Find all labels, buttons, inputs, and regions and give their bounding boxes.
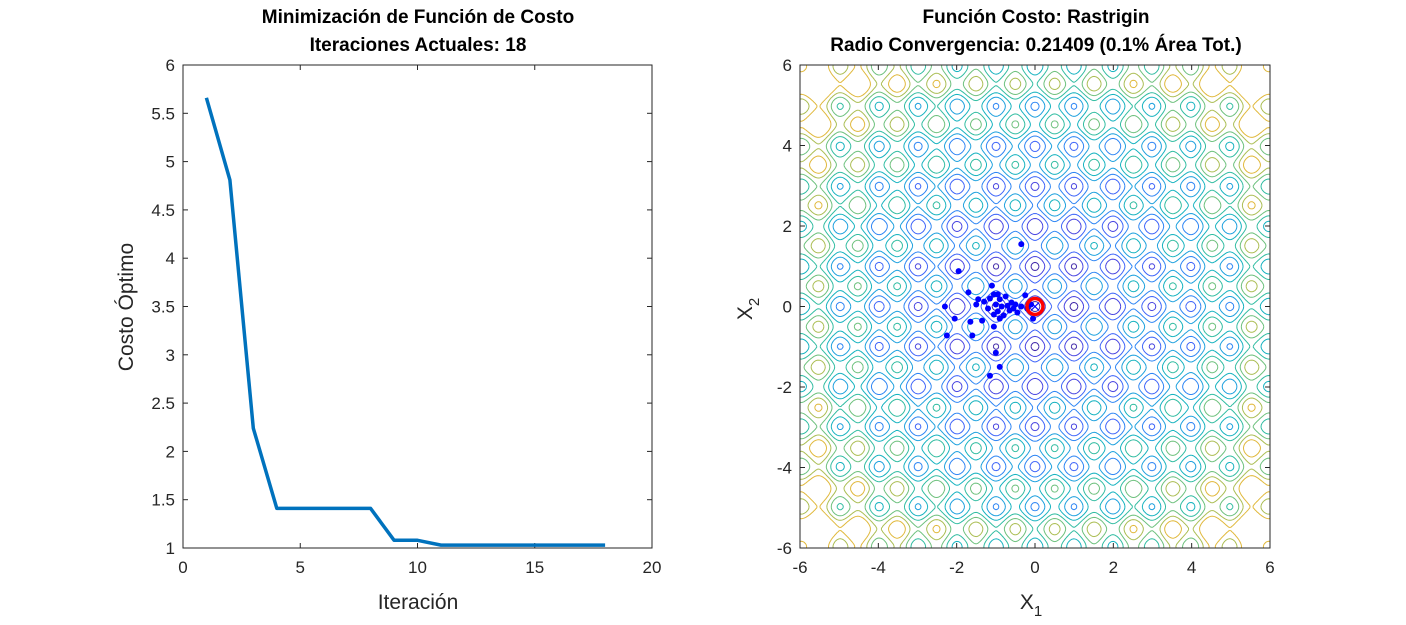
left-y-tick-label: 2 bbox=[166, 442, 175, 461]
left-y-tick-label: 5 bbox=[166, 153, 175, 172]
contour-level-line bbox=[830, 96, 1240, 517]
right-y-tick-label: -4 bbox=[777, 459, 792, 478]
particle-point bbox=[965, 289, 972, 296]
left-x-axis-label: Iteración bbox=[378, 591, 459, 614]
contour-level-line bbox=[991, 261, 1079, 352]
right-x-tick-label: 2 bbox=[1109, 558, 1118, 577]
left-x-tick-label: 20 bbox=[643, 558, 662, 577]
right-y-tick-label: -6 bbox=[777, 539, 792, 558]
particle-point bbox=[973, 301, 980, 308]
particle-point bbox=[986, 295, 993, 302]
particle-point bbox=[990, 311, 997, 318]
left-x-tick-label: 10 bbox=[408, 558, 427, 577]
particle-point bbox=[941, 303, 948, 310]
best-solution-marker bbox=[1025, 296, 1045, 317]
right-x-tick-label: 4 bbox=[1187, 558, 1196, 577]
right-y-tick-label: -2 bbox=[777, 378, 792, 397]
particle-point bbox=[986, 372, 993, 379]
rastrigin-contour-chart: Función Costo: Rastrigin Radio Convergen… bbox=[734, 7, 1275, 620]
particle-point bbox=[1012, 301, 1019, 308]
contour-level-line bbox=[800, 65, 1270, 548]
particle-point bbox=[1018, 303, 1025, 310]
particle-point bbox=[975, 296, 982, 303]
left-y-tick-label: 3 bbox=[166, 346, 175, 365]
left-y-tick-label: 3.5 bbox=[151, 298, 175, 317]
particle-point bbox=[1018, 241, 1025, 248]
contour-level-line bbox=[800, 65, 1270, 548]
left-y-tick-label: 1.5 bbox=[151, 491, 175, 510]
left-chart-subtitle: Iteraciones Actuales: 18 bbox=[310, 35, 527, 56]
right-x-axis-label: X1 bbox=[1020, 591, 1042, 620]
particle-point bbox=[943, 332, 950, 339]
particle-point bbox=[992, 301, 999, 308]
particle-point bbox=[998, 303, 1005, 310]
right-x-tick-label: 0 bbox=[1030, 558, 1039, 577]
right-x-tick-label: -2 bbox=[949, 558, 964, 577]
particle-point bbox=[996, 315, 1003, 322]
particle-point bbox=[990, 323, 997, 330]
right-x-tick-label: -6 bbox=[792, 558, 807, 577]
right-y-axis-label: X2 bbox=[734, 298, 763, 320]
contour-level-line bbox=[800, 65, 1270, 548]
particle-point bbox=[1002, 293, 1009, 300]
particle-point bbox=[985, 305, 991, 312]
rastrigin-contours bbox=[800, 65, 1270, 548]
contour-level-line bbox=[913, 181, 1157, 432]
right-y-tick-label: 4 bbox=[783, 137, 792, 156]
right-y-tick-label: 6 bbox=[783, 56, 792, 75]
particle-point bbox=[955, 268, 962, 275]
cost-series-line bbox=[204, 97, 606, 547]
right-y-tick-label: 0 bbox=[783, 298, 792, 317]
left-y-tick-label: 4 bbox=[166, 249, 175, 268]
particle-point bbox=[951, 315, 958, 322]
contour-level-line bbox=[800, 65, 1270, 548]
right-chart-title: Función Costo: Rastrigin bbox=[923, 7, 1150, 28]
left-y-tick-label: 6 bbox=[166, 56, 175, 75]
particle-point bbox=[992, 349, 999, 356]
right-x-tick-label: 6 bbox=[1265, 558, 1274, 577]
left-plot-box bbox=[182, 64, 653, 549]
left-y-tick-label: 5.5 bbox=[151, 104, 175, 123]
contour-level-line bbox=[800, 65, 1270, 548]
left-y-tick-label: 1 bbox=[166, 539, 175, 558]
right-chart-subtitle: Radio Convergencia: 0.21409 (0.1% Área T… bbox=[830, 34, 1241, 56]
right-y-tick-label: 2 bbox=[783, 217, 792, 236]
right-x-tick-label: -4 bbox=[871, 558, 886, 577]
left-y-tick-label: 2.5 bbox=[151, 394, 175, 413]
left-y-tick-label: 4.5 bbox=[151, 201, 175, 220]
particle-point bbox=[981, 298, 988, 305]
particle-point bbox=[988, 282, 995, 289]
particle-point bbox=[979, 317, 986, 324]
left-x-tick-label: 0 bbox=[178, 558, 187, 577]
left-x-tick-label: 15 bbox=[525, 558, 544, 577]
particle-point bbox=[969, 332, 976, 339]
left-chart-title: Minimización de Función de Costo bbox=[262, 7, 574, 28]
left-x-tick-label: 5 bbox=[296, 558, 305, 577]
particle-point bbox=[1014, 309, 1021, 316]
cost-line-chart: Minimización de Función de Costo Iteraci… bbox=[115, 7, 661, 614]
particle-point bbox=[996, 296, 1003, 303]
particle-point bbox=[994, 291, 1001, 298]
particle-point bbox=[1022, 292, 1029, 299]
particle-point bbox=[1030, 315, 1037, 322]
left-y-axis-label: Costo Óptimo bbox=[115, 243, 138, 371]
contour-level-line bbox=[835, 101, 1235, 512]
particle-point bbox=[996, 363, 1003, 370]
particle-point bbox=[967, 318, 974, 325]
